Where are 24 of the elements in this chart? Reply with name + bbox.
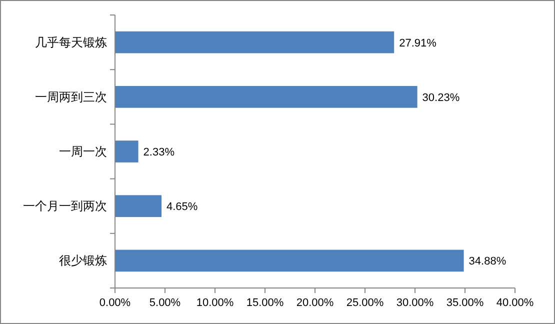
x-tick-label: 30.00%	[396, 297, 434, 309]
data-label: 2.33%	[143, 146, 175, 158]
x-tick-label: 0.00%	[99, 297, 131, 309]
x-tick-label: 25.00%	[346, 297, 384, 309]
data-label: 30.23%	[422, 92, 460, 104]
x-tick-label: 40.00%	[496, 297, 534, 309]
bar	[115, 31, 394, 54]
y-tick-label: 很少锻炼	[59, 254, 107, 268]
y-tick-label: 几乎每天锻炼	[35, 35, 107, 50]
data-label: 34.88%	[468, 256, 506, 268]
x-tick-label: 5.00%	[149, 297, 181, 309]
bar	[115, 86, 418, 108]
bar	[115, 195, 162, 218]
bar	[115, 250, 464, 272]
bar	[115, 140, 138, 162]
x-tick-label: 20.00%	[296, 297, 334, 309]
x-tick-label: 15.00%	[246, 297, 284, 309]
y-tick-label: 一周两到三次	[35, 90, 107, 104]
data-label: 27.91%	[399, 37, 437, 50]
y-tick-label: 一周一次	[59, 144, 107, 158]
x-tick-label: 10.00%	[196, 297, 234, 309]
y-tick-label: 一个月一到两次	[23, 199, 107, 214]
x-tick-label: 35.00%	[446, 297, 484, 309]
data-label: 4.65%	[166, 201, 198, 214]
